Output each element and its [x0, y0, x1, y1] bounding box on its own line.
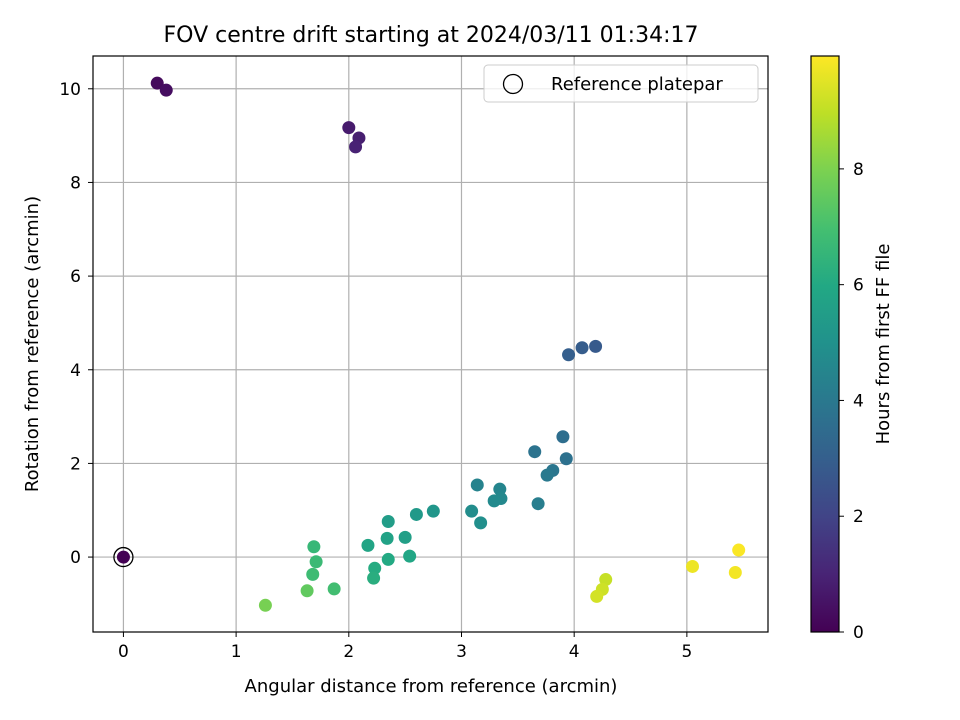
data-point [465, 504, 479, 518]
data-point [575, 341, 589, 355]
data-point [159, 83, 173, 97]
colorbar-tick-label: 0 [853, 623, 864, 643]
data-point [309, 555, 323, 569]
data-point [150, 76, 164, 90]
x-tick-label: 5 [681, 642, 692, 662]
data-point [599, 573, 613, 587]
data-point [398, 530, 412, 544]
x-axis-label: Angular distance from reference (arcmin) [245, 676, 618, 697]
data-point [307, 540, 321, 554]
colorbar-tick-label: 6 [853, 276, 864, 296]
data-point [381, 552, 395, 566]
colorbar-ticks: 0 2 4 6 8 [839, 160, 864, 643]
colorbar-gradient [810, 55, 840, 633]
data-point [589, 339, 603, 353]
x-tick-label: 4 [569, 642, 580, 662]
data-point [342, 121, 356, 135]
data-point [300, 584, 314, 598]
data-point [728, 566, 742, 580]
grid-lines [93, 56, 768, 632]
data-point [540, 468, 554, 482]
data-point [258, 598, 272, 612]
data-point [531, 497, 545, 511]
y-tick-label: 10 [59, 80, 81, 100]
legend: Reference platepar [483, 64, 759, 103]
y-tick-label: 8 [70, 173, 81, 193]
data-point [474, 516, 488, 530]
y-axis-ticks: 0 2 4 6 8 10 [59, 80, 93, 568]
x-tick-label: 2 [343, 642, 354, 662]
colorbar-label: Hours from first FF file [873, 244, 894, 445]
legend-marker [502, 73, 524, 95]
colorbar-tick-label: 4 [853, 391, 864, 411]
data-point [562, 348, 576, 362]
data-point [556, 430, 570, 444]
data-point [403, 549, 417, 563]
x-axis-ticks: 0 1 2 3 4 5 [118, 632, 692, 662]
y-tick-label: 6 [70, 267, 81, 287]
data-point [487, 494, 501, 508]
reference-platepar-marker [113, 546, 134, 568]
x-tick-label: 3 [456, 642, 467, 662]
colorbar: 0 2 4 6 8 Hours from first FF file [810, 55, 894, 643]
data-point [685, 559, 699, 573]
data-point [368, 561, 382, 575]
colorbar-tick-label: 8 [853, 160, 864, 180]
x-tick-label: 0 [118, 642, 129, 662]
y-tick-label: 0 [70, 548, 81, 568]
data-point [306, 567, 320, 581]
legend-box [483, 64, 759, 103]
chart-title: FOV centre drift starting at 2024/03/11 … [164, 23, 699, 48]
data-point [380, 531, 394, 545]
data-point [732, 543, 746, 557]
data-point [528, 445, 542, 459]
data-points [116, 76, 746, 612]
y-axis-label: Rotation from reference (arcmin) [22, 196, 43, 492]
legend-entry-label: Reference platepar [551, 74, 723, 95]
data-point [361, 538, 375, 552]
y-tick-label: 2 [70, 454, 81, 474]
data-point [116, 550, 130, 564]
plot-frame [92, 55, 769, 633]
colorbar-tick-label: 2 [853, 507, 864, 527]
data-point [409, 507, 423, 521]
data-point [367, 571, 381, 585]
data-point [327, 582, 341, 596]
data-point [590, 589, 604, 603]
reference-marker [113, 546, 134, 568]
data-point [426, 504, 440, 518]
y-tick-label: 4 [70, 361, 81, 381]
data-point [559, 452, 573, 466]
data-point [381, 514, 395, 528]
x-tick-label: 1 [231, 642, 242, 662]
data-point [349, 140, 363, 154]
data-point [470, 478, 484, 492]
